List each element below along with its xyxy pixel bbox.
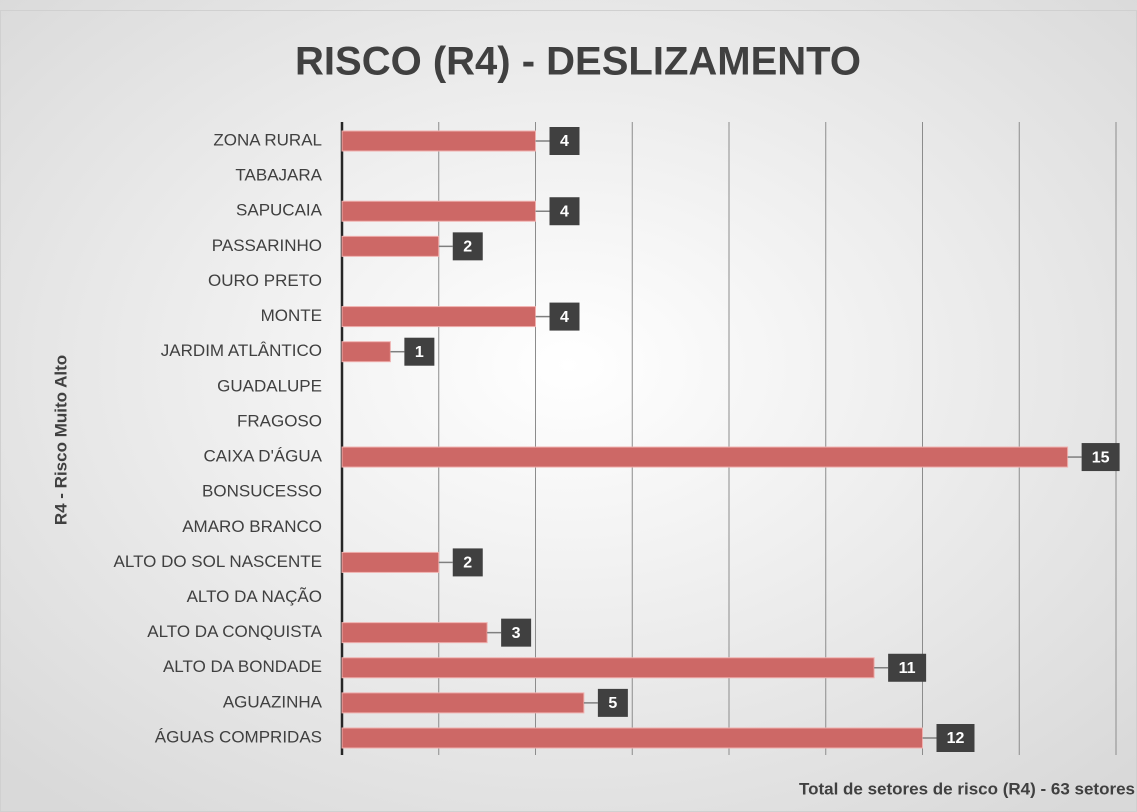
value-label-box bbox=[404, 337, 435, 366]
value-label: 4 bbox=[560, 309, 569, 326]
value-label-box bbox=[549, 302, 580, 331]
x-axis-label: Total de setores de risco (R4) - 63 seto… bbox=[799, 779, 1135, 798]
value-label-box bbox=[549, 197, 580, 226]
value-label-box bbox=[888, 653, 927, 682]
y-tick-label: ALTO DA CONQUISTA bbox=[147, 622, 322, 641]
value-label-box bbox=[501, 618, 532, 647]
y-tick-label: ALTO DO SOL NASCENTE bbox=[114, 552, 322, 571]
value-label: 2 bbox=[463, 555, 472, 572]
y-tick-label: GUADALUPE bbox=[217, 376, 322, 395]
value-label: 15 bbox=[1092, 449, 1110, 466]
value-label: 4 bbox=[560, 203, 569, 220]
value-label-box bbox=[452, 548, 483, 577]
y-tick-label: BONSUCESSO bbox=[202, 482, 322, 501]
bar bbox=[341, 446, 1069, 468]
chart-title: RISCO (R4) - DESLIZAMENTO bbox=[295, 40, 861, 84]
y-tick-label: SAPUCAIA bbox=[236, 201, 323, 220]
y-tick-label: PASSARINHO bbox=[212, 236, 322, 255]
value-label: 4 bbox=[560, 133, 569, 150]
value-label-box bbox=[549, 127, 580, 155]
value-label-box bbox=[936, 724, 975, 752]
bar bbox=[341, 657, 875, 679]
y-tick-label: ÁGUAS COMPRIDAS bbox=[155, 727, 322, 746]
value-label: 1 bbox=[415, 344, 424, 361]
value-label: 2 bbox=[463, 239, 472, 256]
bar bbox=[341, 727, 923, 749]
y-tick-label: AGUAZINHA bbox=[223, 692, 323, 711]
y-tick-label: ALTO DA BONDADE bbox=[163, 657, 322, 676]
y-tick-label: JARDIM ATLÂNTICO bbox=[161, 341, 322, 360]
bar bbox=[341, 235, 440, 257]
value-label-box bbox=[452, 232, 483, 261]
bar bbox=[341, 692, 585, 714]
value-label-box bbox=[597, 688, 628, 717]
value-label: 12 bbox=[947, 730, 965, 747]
y-tick-label: CAIXA D'ÁGUA bbox=[203, 447, 322, 466]
bar bbox=[341, 622, 488, 644]
y-tick-label: AMARO BRANCO bbox=[182, 517, 322, 536]
bar bbox=[341, 551, 440, 573]
value-label: 3 bbox=[512, 625, 521, 642]
y-tick-label: FRAGOSO bbox=[237, 411, 322, 430]
bar bbox=[341, 306, 536, 328]
value-label: 5 bbox=[608, 695, 617, 712]
bar bbox=[341, 341, 391, 363]
bar bbox=[341, 200, 536, 222]
value-label-box bbox=[1081, 443, 1120, 472]
value-label: 11 bbox=[899, 660, 916, 677]
bar bbox=[341, 130, 536, 152]
y-tick-label: MONTE bbox=[261, 306, 322, 325]
y-tick-label: ALTO DA NAÇÃO bbox=[187, 587, 322, 606]
y-tick-label: OURO PRETO bbox=[208, 271, 322, 290]
y-tick-label: ZONA RURAL bbox=[213, 130, 322, 149]
y-tick-label: TABAJARA bbox=[235, 166, 322, 185]
y-axis-label: R4 - Risco Muito Alto bbox=[51, 355, 70, 525]
